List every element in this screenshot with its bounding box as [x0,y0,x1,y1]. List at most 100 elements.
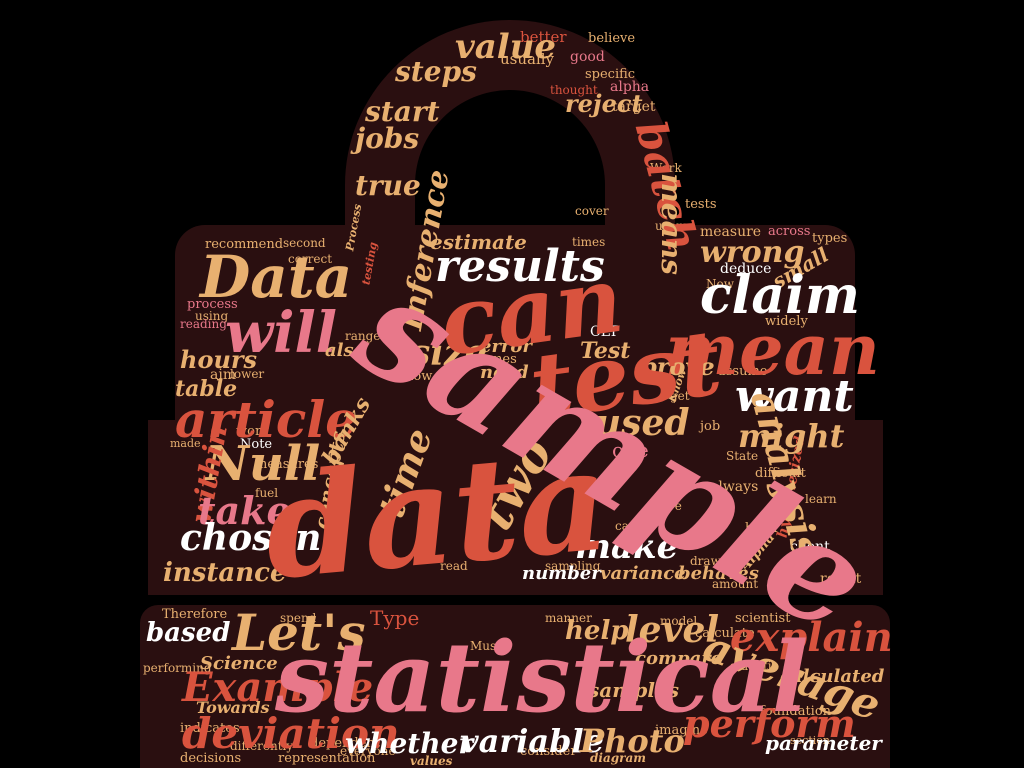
cloud-word: types [812,231,848,246]
cloud-word: read [440,559,468,573]
cloud-word: deduce [720,261,772,277]
cloud-word: help [565,616,629,646]
cloud-word: diagram [590,751,646,765]
cloud-word: Therefore [162,607,228,622]
cloud-word: Must [470,639,501,653]
cloud-word: dependent [310,736,381,751]
cloud-word: value [455,27,557,67]
cloud-word: CLT [590,324,619,340]
cloud-word: lower [230,367,265,381]
cloud-word: prove [640,352,715,381]
cloud-word: get [670,389,690,403]
cloud-word: times [572,235,606,249]
cloud-word: assume [718,364,768,379]
bag-body-lower-shape [148,420,883,595]
cloud-word: article [175,390,358,449]
cloud-word: statistic [730,659,779,673]
cloud-word: consider [520,744,577,759]
cloud-word: based [146,618,231,648]
cloud-word: now [405,369,433,384]
cloud-word: target [612,99,656,115]
cloud-word: specific [585,67,636,82]
cloud-word: across [768,224,811,239]
cloud-word: amount [712,577,759,591]
cloud-word: size [410,332,488,374]
cloud-word: five [660,499,682,513]
cloud-word: good [570,49,605,65]
cloud-word: jobs [355,122,420,155]
cloud-word: means [654,173,688,275]
cloud-word: imagine [655,723,708,738]
cloud-word: behaves [678,563,759,584]
cloud-word: one [612,438,649,462]
cloud-word: cars [615,519,641,533]
cloud-word: Test [580,338,631,364]
cloud-word: calculate [695,626,755,641]
cloud-word: section [790,734,830,747]
cloud-word: representation [278,751,376,766]
cloud-word: instance [163,558,287,588]
cloud-word: reject [565,89,643,118]
cloud-word: client [790,539,830,555]
cloud-word: scientist [735,611,791,626]
cloud-word: take [198,488,291,533]
cloud-word: true [355,169,421,202]
cloud-word: differently [230,739,294,753]
cloud-word: make [575,527,679,567]
cloud-word: deviation [182,709,400,758]
cloud-word: made [170,437,201,450]
cloud-word: Null [205,436,321,492]
cloud-word: indicates [180,721,240,736]
cloud-word: Note [240,437,273,452]
cloud-word: comes [475,352,517,367]
cloud-word: thought [550,83,598,97]
cloud-word: statistical [275,621,809,734]
cloud-word: decisions [180,751,242,766]
cloud-word: values [410,754,453,768]
cloud-word: process [187,297,238,312]
cloud-word: performing [143,661,212,675]
cloud-word: tests [685,197,717,212]
cloud-word: hours [180,345,258,374]
cloud-word: Type [370,606,420,630]
cloud-word: result [820,571,862,587]
cloud-word: spend [280,611,317,625]
cloud-word: manner [545,611,592,625]
cloud-word: Photo [580,722,685,760]
cloud-word: everyone [340,744,396,758]
cloud-word: second [283,236,326,250]
cloud-word: State [726,449,759,463]
cloud-word: steps [395,55,477,88]
cloud-word: level [625,609,720,651]
cloud-word: better [520,28,567,46]
cloud-word: widely [765,314,808,329]
cloud-word: compare [635,648,723,669]
cloud-word: parameter [765,731,882,755]
cloud-word: range [345,329,381,343]
cloud-word: draw [690,554,721,568]
cloud-word: will [225,300,338,366]
cloud-word: used [595,402,690,444]
cloud-word: using [195,309,229,323]
cloud-word: results [435,241,605,292]
cloud-word: table [175,376,238,402]
cloud-word: calculated [780,666,885,687]
cloud-word: aim [210,367,237,383]
cloud-word: number [522,563,601,584]
cloud-word: also [325,340,366,361]
cloud-word: foundation [760,704,832,719]
cloud-word: mean [665,308,880,391]
cloud-word: Science [200,653,278,674]
cloud-word: model [660,614,698,628]
cloud-word: recommend [205,237,284,252]
cloud-word: job [700,419,721,434]
cloud-word: start [365,95,440,128]
cloud-word: variable [460,722,604,760]
cloud-word: bank [745,521,778,536]
cloud-word: usually [500,50,555,68]
cloud-word: users [655,219,688,233]
cloud-word: perform [683,701,856,746]
cloud-word: Towards [196,698,270,717]
cloud-word: want [735,371,854,422]
